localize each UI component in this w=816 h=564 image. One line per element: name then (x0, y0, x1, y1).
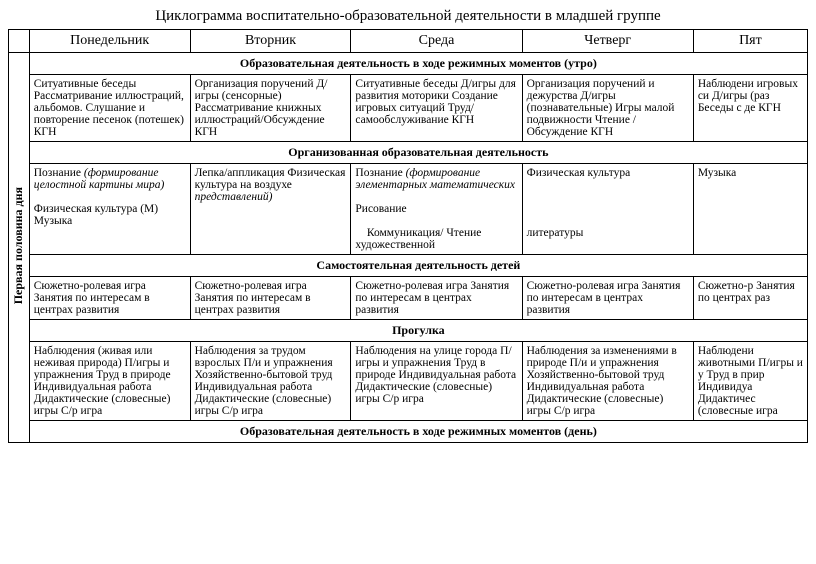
cell-tue-morning: Организация поручений Д/игры (сенсорные)… (190, 75, 351, 142)
cell-thu-morning: Организация поручений и дежурства Д/игры… (522, 75, 693, 142)
section-day: Образовательная деятельность в ходе режи… (29, 421, 807, 443)
cell-wed-walk: Наблюдения на улице города П/игры и упра… (351, 342, 522, 421)
section-row-day: Образовательная деятельность в ходе режи… (9, 421, 808, 443)
schedule-table: Понедельник Вторник Среда Четверг Пят Пе… (8, 29, 808, 443)
day-mon: Понедельник (29, 30, 190, 53)
cell-mon-indep: Сюжетно-ролевая игра Занятия по интереса… (29, 277, 190, 320)
cell-fri-walk: Наблюдени животными П/игры и у Труд в пр… (693, 342, 807, 421)
cell-thu-walk: Наблюдения за изменениями в природе П/и … (522, 342, 693, 421)
day-tue: Вторник (190, 30, 351, 53)
section-ood: Организованная образовательная деятельно… (29, 142, 807, 164)
cell-wed-morning: Ситуативные беседы Д/игры для развития м… (351, 75, 522, 142)
side-label-text: Первая половина дня (11, 187, 26, 304)
section-indep: Самостоятельная деятельность детей (29, 255, 807, 277)
day-wed: Среда (351, 30, 522, 53)
section-row-morning: Первая половина дня Образовательная деят… (9, 53, 808, 75)
cell-fri-morning: Наблюдени игровых си Д/игры (раз Беседы … (693, 75, 807, 142)
cell-fri-ood: Музыка (693, 164, 807, 255)
header-row: Понедельник Вторник Среда Четверг Пят (9, 30, 808, 53)
page-title: Циклограмма воспитательно-образовательно… (8, 8, 808, 25)
section-walk: Прогулка (29, 320, 807, 342)
cell-thu-ood: Физическая культура литературы (522, 164, 693, 255)
row-indep: Сюжетно-ролевая игра Занятия по интереса… (9, 277, 808, 320)
cell-tue-indep: Сюжетно-ролевая игра Занятия по интереса… (190, 277, 351, 320)
side-label: Первая половина дня (9, 53, 30, 443)
section-row-indep: Самостоятельная деятельность детей (9, 255, 808, 277)
cell-thu-indep: Сюжетно-ролевая игра Занятия по интереса… (522, 277, 693, 320)
cell-tue-walk: Наблюдения за трудом взрослых П/и и упра… (190, 342, 351, 421)
row-walk: Наблюдения (живая или неживая природа) П… (9, 342, 808, 421)
cell-wed-ood: Познание (формирование элементарных мате… (351, 164, 522, 255)
row-morning: Ситуативные беседы Рассматривание иллюст… (9, 75, 808, 142)
row-ood: Познание (формирование целостной картины… (9, 164, 808, 255)
day-fri: Пят (693, 30, 807, 53)
day-thu: Четверг (522, 30, 693, 53)
section-row-ood: Организованная образовательная деятельно… (9, 142, 808, 164)
section-morning: Образовательная деятельность в ходе режи… (29, 53, 807, 75)
cell-mon-ood: Познание (формирование целостной картины… (29, 164, 190, 255)
section-row-walk: Прогулка (9, 320, 808, 342)
cell-fri-indep: Сюжетно-р Занятия по центрах раз (693, 277, 807, 320)
cell-mon-morning: Ситуативные беседы Рассматривание иллюст… (29, 75, 190, 142)
cell-tue-ood: Лепка/аппликация Физическая культура на … (190, 164, 351, 255)
corner-cell (9, 30, 30, 53)
cell-mon-walk: Наблюдения (живая или неживая природа) П… (29, 342, 190, 421)
cell-wed-indep: Сюжетно-ролевая игра Занятия по интереса… (351, 277, 522, 320)
